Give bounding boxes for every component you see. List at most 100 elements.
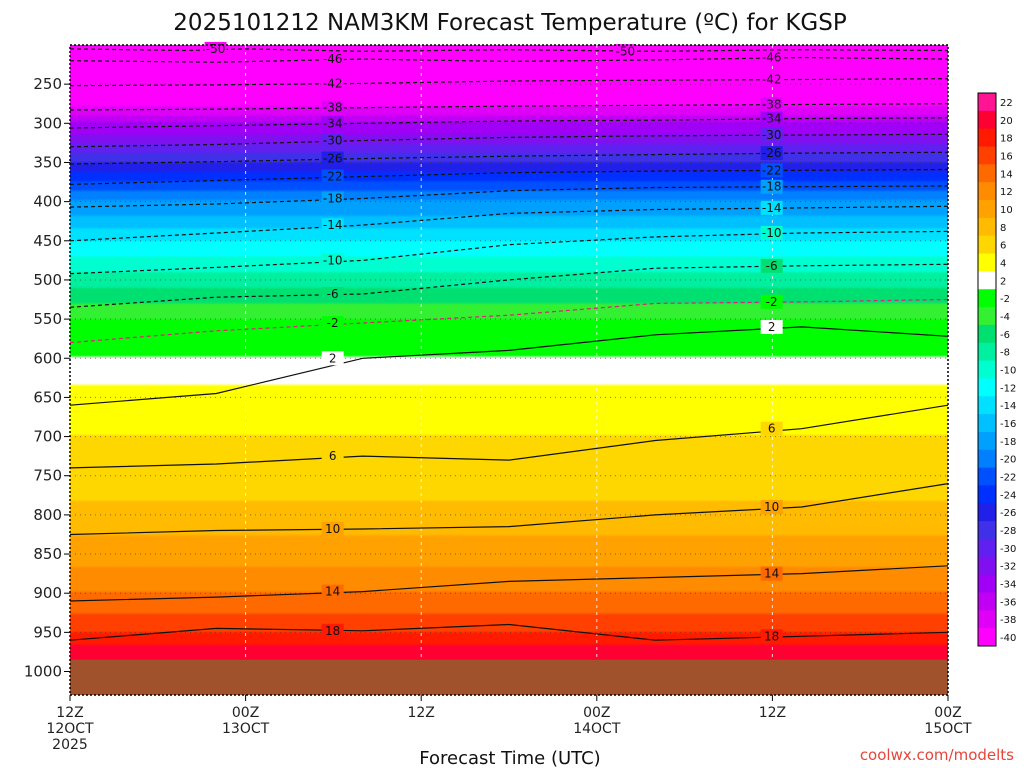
contour-label-text: 10 — [764, 500, 779, 514]
colorbar-swatch — [978, 146, 996, 165]
colorbar-swatch — [978, 467, 996, 486]
contour-label: -2 — [760, 294, 783, 309]
contour-label-text: 2 — [768, 320, 776, 334]
colorbar-swatch — [978, 628, 996, 647]
colorbar-label: -34 — [1000, 580, 1016, 591]
colorbar-label: -14 — [1000, 401, 1016, 412]
contour-label: -10 — [321, 253, 344, 268]
colorbar-label: -4 — [1000, 312, 1010, 323]
contour-label-bg — [760, 179, 783, 194]
colorbar-swatch — [978, 396, 996, 415]
contour-label-bg — [321, 191, 344, 206]
y-tick-label: 600 — [33, 349, 62, 367]
contour-label-bg — [760, 629, 783, 644]
contour-label-text: -34 — [762, 112, 782, 126]
contour-label-bg — [760, 163, 783, 178]
contour-label-text: -38 — [323, 101, 343, 115]
colorbar-swatch — [978, 182, 996, 201]
contour-label: -14 — [760, 200, 783, 215]
y-tick-label: 800 — [33, 506, 62, 524]
x-tick-label: 13OCT — [222, 721, 270, 737]
contour-label-text: -46 — [762, 51, 782, 65]
colorbar-label: -32 — [1000, 562, 1016, 573]
credit-text[interactable]: coolwx.com/modelts — [860, 746, 1014, 764]
contour-label-text: -30 — [762, 128, 782, 142]
contour-label-text: 18 — [764, 629, 779, 643]
colorbar-label: -26 — [1000, 508, 1016, 519]
colorbar-label: -28 — [1000, 526, 1016, 537]
contour-label-bg — [321, 52, 344, 67]
colorbar-label: -2 — [1000, 294, 1010, 305]
plot-area: -50 -50-46 -46-42 -42-38 -38-34 -34-30 -30-26-… — [69, 41, 949, 696]
x-tick-label: 2025 — [52, 737, 88, 753]
contour-label-bg — [760, 97, 783, 112]
contour-label-bg — [321, 169, 344, 184]
contour-label: -18 — [760, 179, 783, 194]
contour-label-bg — [321, 584, 344, 599]
colorbar-swatch — [978, 324, 996, 344]
colorbar-label: -38 — [1000, 615, 1016, 626]
contour-label-bg — [321, 76, 344, 91]
contour-label-bg — [760, 421, 783, 436]
colorbar-swatch — [978, 110, 996, 130]
contour-label: -34 — [321, 116, 344, 131]
contour-label-text: -10 — [323, 253, 343, 267]
contour-label-text: -34 — [323, 116, 343, 130]
contour-label-text: 2 — [329, 351, 337, 365]
contour-label-bg — [321, 287, 344, 302]
contour-label-bg — [760, 566, 783, 581]
contour-label-text: -18 — [323, 191, 343, 205]
colorbar-swatch — [978, 592, 996, 611]
contour-label: -50 — [204, 41, 227, 56]
contour-label: -34 — [760, 111, 783, 126]
contour-label-text: -6 — [327, 287, 339, 301]
colorbar-swatch — [978, 360, 996, 379]
y-axis: 250 300 350 400 450 500 550 600 650 700 750 800 850 9… — [24, 75, 70, 681]
x-axis-label: Forecast Time (UTC) — [419, 748, 600, 768]
y-tick-label: 500 — [33, 271, 62, 289]
contour-label: 18 — [321, 623, 344, 638]
contour-label: 6 — [321, 449, 344, 464]
contour-label: -22 — [760, 163, 783, 178]
contour-label-bg — [760, 111, 783, 126]
contour-label-text: -2 — [327, 316, 339, 330]
contour-line — [69, 326, 949, 406]
contour-label: -26 — [760, 146, 783, 161]
contour-label: -38 — [321, 100, 344, 115]
contour-label-bg — [321, 351, 344, 366]
y-tick-label: 400 — [33, 193, 62, 211]
contour-label-bg — [760, 146, 783, 161]
contour-label-bg — [321, 623, 344, 638]
contour-label-text: -26 — [762, 146, 782, 160]
contour-line — [69, 623, 949, 641]
colorbar: 22 20 18 16 14 12 10 8 6 4 2 -2 -4 -6 -8 -10 -12 -14 -16 -1… — [977, 92, 1016, 647]
y-tick-label: 950 — [33, 623, 62, 641]
colorbar-label: 16 — [1000, 151, 1013, 162]
contour-label: 2 — [321, 351, 344, 366]
colorbar-swatch — [978, 342, 996, 362]
contour-label-text: -50 — [616, 44, 636, 58]
colorbar-swatch — [978, 610, 996, 629]
contour-label-bg — [321, 151, 344, 166]
colorbar-swatch — [978, 503, 996, 522]
contour-label-bg — [614, 44, 637, 59]
y-tick-label: 550 — [33, 310, 62, 328]
contour-label-bg — [760, 128, 783, 143]
colorbar-swatch — [978, 307, 996, 326]
contour-label-bg — [321, 449, 344, 464]
contour-label-bg — [760, 294, 783, 309]
colorbar-label: -30 — [1000, 544, 1016, 555]
colorbar-label: -20 — [1000, 455, 1016, 466]
contour-label-text: -22 — [762, 163, 782, 177]
contour-line — [69, 133, 949, 148]
contour-label: -6 — [760, 258, 783, 273]
contour-label-text: -2 — [766, 295, 778, 309]
contour-label: -42 — [321, 76, 344, 91]
contour-label-text: -46 — [323, 52, 343, 66]
colorbar-swatch — [978, 521, 996, 540]
colorbar-label: 12 — [1000, 187, 1013, 198]
contour-label-text: -14 — [323, 218, 343, 232]
contour-label: -42 — [760, 72, 783, 87]
